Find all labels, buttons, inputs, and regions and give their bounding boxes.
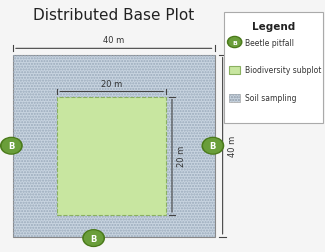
Circle shape [202,138,224,154]
Text: Soil sampling: Soil sampling [245,94,296,103]
Text: 20 m: 20 m [101,79,122,88]
Text: Distributed Base Plot: Distributed Base Plot [33,8,194,22]
Bar [13,55,214,237]
Circle shape [83,230,104,246]
Text: B: B [232,40,237,45]
Circle shape [84,231,103,245]
Text: B: B [210,142,216,151]
Text: Biodiversity subplot: Biodiversity subplot [245,66,321,75]
Text: Legend: Legend [252,21,295,32]
Circle shape [227,37,242,48]
Circle shape [1,138,22,154]
Bar [13,55,214,237]
FancyBboxPatch shape [224,13,323,123]
Text: 20 m: 20 m [176,146,186,167]
Text: Beetle pitfall: Beetle pitfall [245,38,294,47]
Text: B: B [90,234,97,243]
Bar [57,97,166,215]
Text: 40 m: 40 m [228,136,238,157]
Bar [229,67,240,75]
Circle shape [204,139,222,153]
Circle shape [2,139,20,153]
Bar [229,94,240,102]
Bar [229,94,240,102]
Text: 40 m: 40 m [103,36,124,45]
Text: B: B [8,142,15,151]
Circle shape [229,39,240,47]
